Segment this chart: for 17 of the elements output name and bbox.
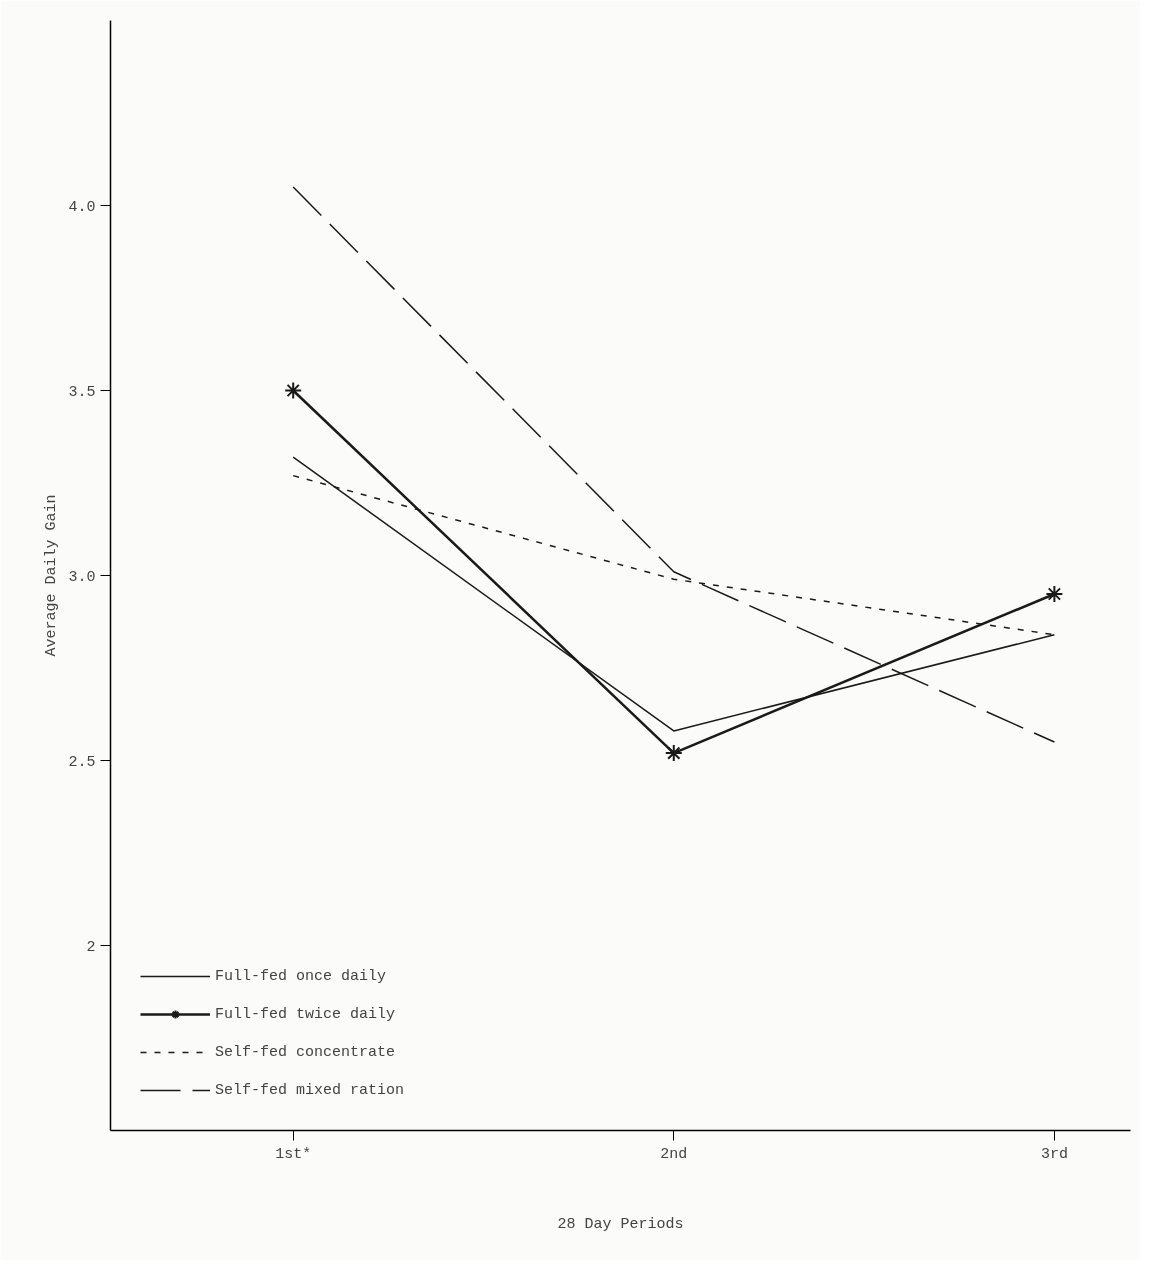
y-tick-label: 3.5 <box>68 383 96 401</box>
point <box>284 381 303 400</box>
y-tick-label: 4.0 <box>68 198 96 216</box>
legend-label: Self-fed mixed ration <box>215 1081 405 1099</box>
x-tick-label: 3rd <box>1040 1145 1068 1163</box>
legend-label: Full-fed once daily <box>215 967 387 985</box>
x-tick-label: 1st* <box>275 1145 312 1163</box>
point <box>1045 585 1064 603</box>
y-axis-title: Average Daily Gain <box>43 494 61 657</box>
x-tick-label: 2nd <box>660 1145 688 1163</box>
legend-label: Self-fed concentrate <box>215 1043 396 1061</box>
legend-label: Full-fed twice daily <box>215 1005 396 1023</box>
y-tick-label: 2 <box>86 938 96 956</box>
x-axis-title: 28 Day Periods <box>557 1215 684 1233</box>
y-tick-label: 2.5 <box>68 753 96 771</box>
point <box>664 744 683 763</box>
y-tick-label: 3.0 <box>68 568 96 586</box>
